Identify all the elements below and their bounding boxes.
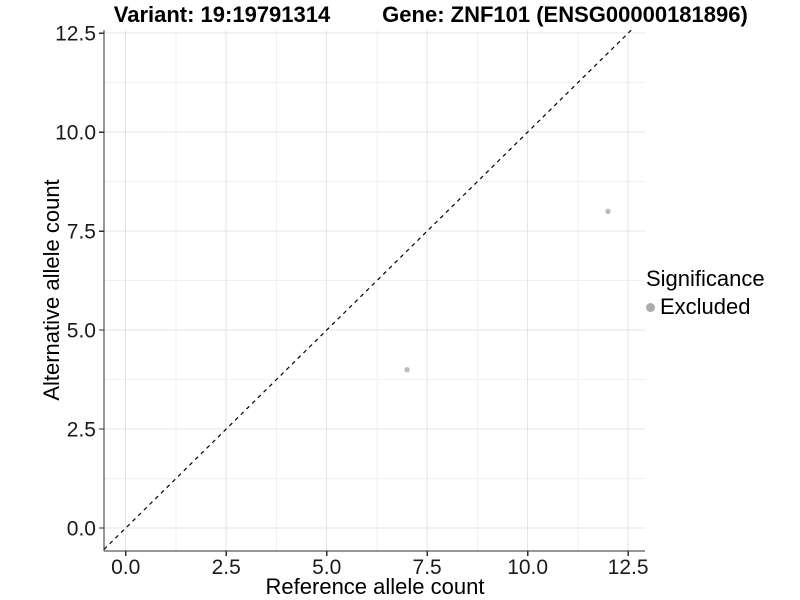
- y-tick-label: 2.5: [67, 419, 96, 442]
- identity-line: [103, 29, 632, 550]
- y-tick-label: 5.0: [67, 320, 96, 343]
- x-tick-label: 5.0: [312, 556, 341, 579]
- x-tick-label: 2.5: [212, 556, 241, 579]
- x-tick-label: 0.0: [111, 556, 140, 579]
- legend-key-dot-icon: [646, 302, 655, 312]
- y-tick-label: 10.0: [55, 122, 96, 145]
- gridlines-minor: [104, 30, 645, 551]
- plot-title-gene: Gene: ZNF101 (ENSG00000181896): [382, 2, 748, 27]
- legend-item-excluded: Excluded: [646, 294, 765, 321]
- data-point: [605, 208, 611, 215]
- y-tick-label: 0.0: [67, 518, 96, 541]
- legend: Significance Excluded: [646, 266, 765, 321]
- y-tick-label: 12.5: [55, 23, 96, 46]
- x-tick-label: 12.5: [608, 556, 649, 579]
- tick-labels: 0.0 2.5 5.0 7.5 10.0 12.5 0.0 2.5 5.0 7.5 10.0 12.5: [55, 23, 648, 579]
- legend-title: Significance: [646, 266, 765, 291]
- x-tick-label: 10.0: [507, 556, 548, 579]
- y-axis-title: Alternative allele count: [39, 179, 64, 401]
- x-tick-label: 7.5: [413, 556, 442, 579]
- data-point: [404, 366, 410, 373]
- legend-item-label: Excluded: [660, 293, 751, 319]
- gridlines-major: [104, 30, 645, 551]
- x-axis-title: Reference allele count: [265, 574, 485, 599]
- plot-title-variant: Variant: 19:19791314: [113, 2, 331, 27]
- identity-reference-line: [103, 29, 632, 550]
- data-points: [404, 208, 611, 373]
- axis-lines: [103, 30, 645, 552]
- y-tick-label: 7.5: [67, 221, 96, 244]
- tick-marks: [99, 32, 629, 556]
